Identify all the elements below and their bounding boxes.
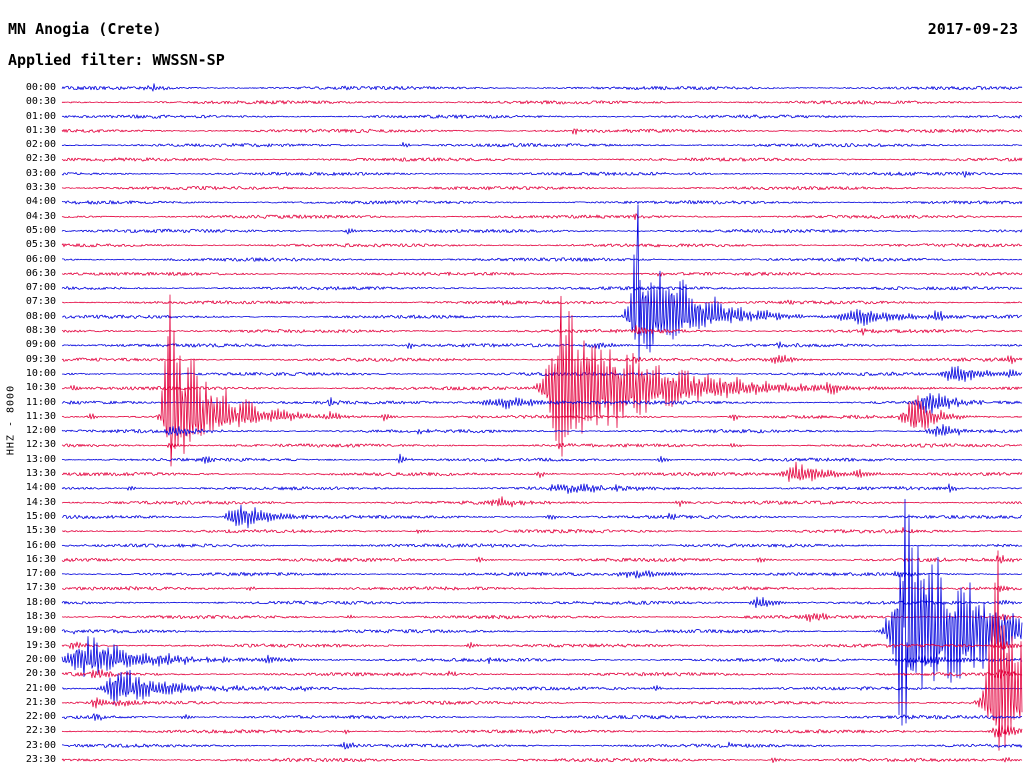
time-label: 11:00: [25, 396, 56, 408]
time-label: 23:30: [25, 754, 56, 765]
time-label: 22:30: [25, 725, 56, 737]
time-label: 13:30: [25, 468, 56, 480]
time-label: 09:30: [25, 353, 56, 365]
time-axis: 00:00 00:30 01:00 01:30 02:00 02:30 03:00 03:30…: [0, 0, 60, 780]
time-label: 08:30: [25, 325, 56, 337]
time-label: 00:00: [25, 82, 56, 93]
time-label: 01:30: [25, 124, 56, 136]
time-label: 10:00: [25, 367, 56, 379]
station-title: MN Anogia (Crete): [8, 20, 162, 38]
time-label: 05:30: [25, 239, 56, 251]
time-label: 19:00: [25, 625, 56, 637]
time-label: 21:00: [25, 682, 56, 694]
time-label: 12:00: [25, 425, 56, 437]
time-label: 01:00: [25, 110, 56, 122]
time-label: 04:00: [25, 196, 56, 208]
time-label: 05:00: [25, 224, 56, 236]
time-label: 20:00: [25, 653, 56, 665]
time-label: 17:30: [25, 582, 56, 594]
time-label: 06:00: [25, 253, 56, 265]
time-label: 03:00: [25, 167, 56, 179]
time-label: 00:30: [25, 96, 56, 108]
plot-date: 2017-09-23: [927, 20, 1018, 38]
time-label: 23:00: [25, 739, 56, 751]
time-label: 16:00: [25, 539, 56, 551]
time-label: 15:30: [25, 525, 56, 537]
time-label: 16:30: [25, 553, 56, 565]
time-label: 08:00: [25, 310, 56, 322]
time-label: 09:00: [25, 339, 56, 351]
time-label: 14:00: [25, 482, 56, 494]
time-label: 11:30: [25, 410, 56, 422]
time-label: 07:00: [25, 282, 56, 294]
time-label: 15:00: [25, 510, 56, 522]
time-label: 07:30: [25, 296, 56, 308]
time-label: 18:30: [25, 611, 56, 623]
time-label: 17:00: [25, 568, 56, 580]
time-label: 10:30: [25, 382, 56, 394]
time-label: 02:00: [25, 139, 56, 151]
time-label: 19:30: [25, 639, 56, 651]
time-label: 21:30: [25, 696, 56, 708]
time-label: 06:30: [25, 267, 56, 279]
time-label: 13:00: [25, 453, 56, 465]
time-label: 02:30: [25, 153, 56, 165]
time-label: 04:30: [25, 210, 56, 222]
time-label: 22:00: [25, 711, 56, 723]
filter-label: Applied filter: WWSSN-SP: [8, 51, 225, 69]
time-label: 14:30: [25, 496, 56, 508]
time-label: 12:30: [25, 439, 56, 451]
time-label: 03:30: [25, 182, 56, 194]
time-label: 20:30: [25, 668, 56, 680]
time-label: 18:00: [25, 596, 56, 608]
